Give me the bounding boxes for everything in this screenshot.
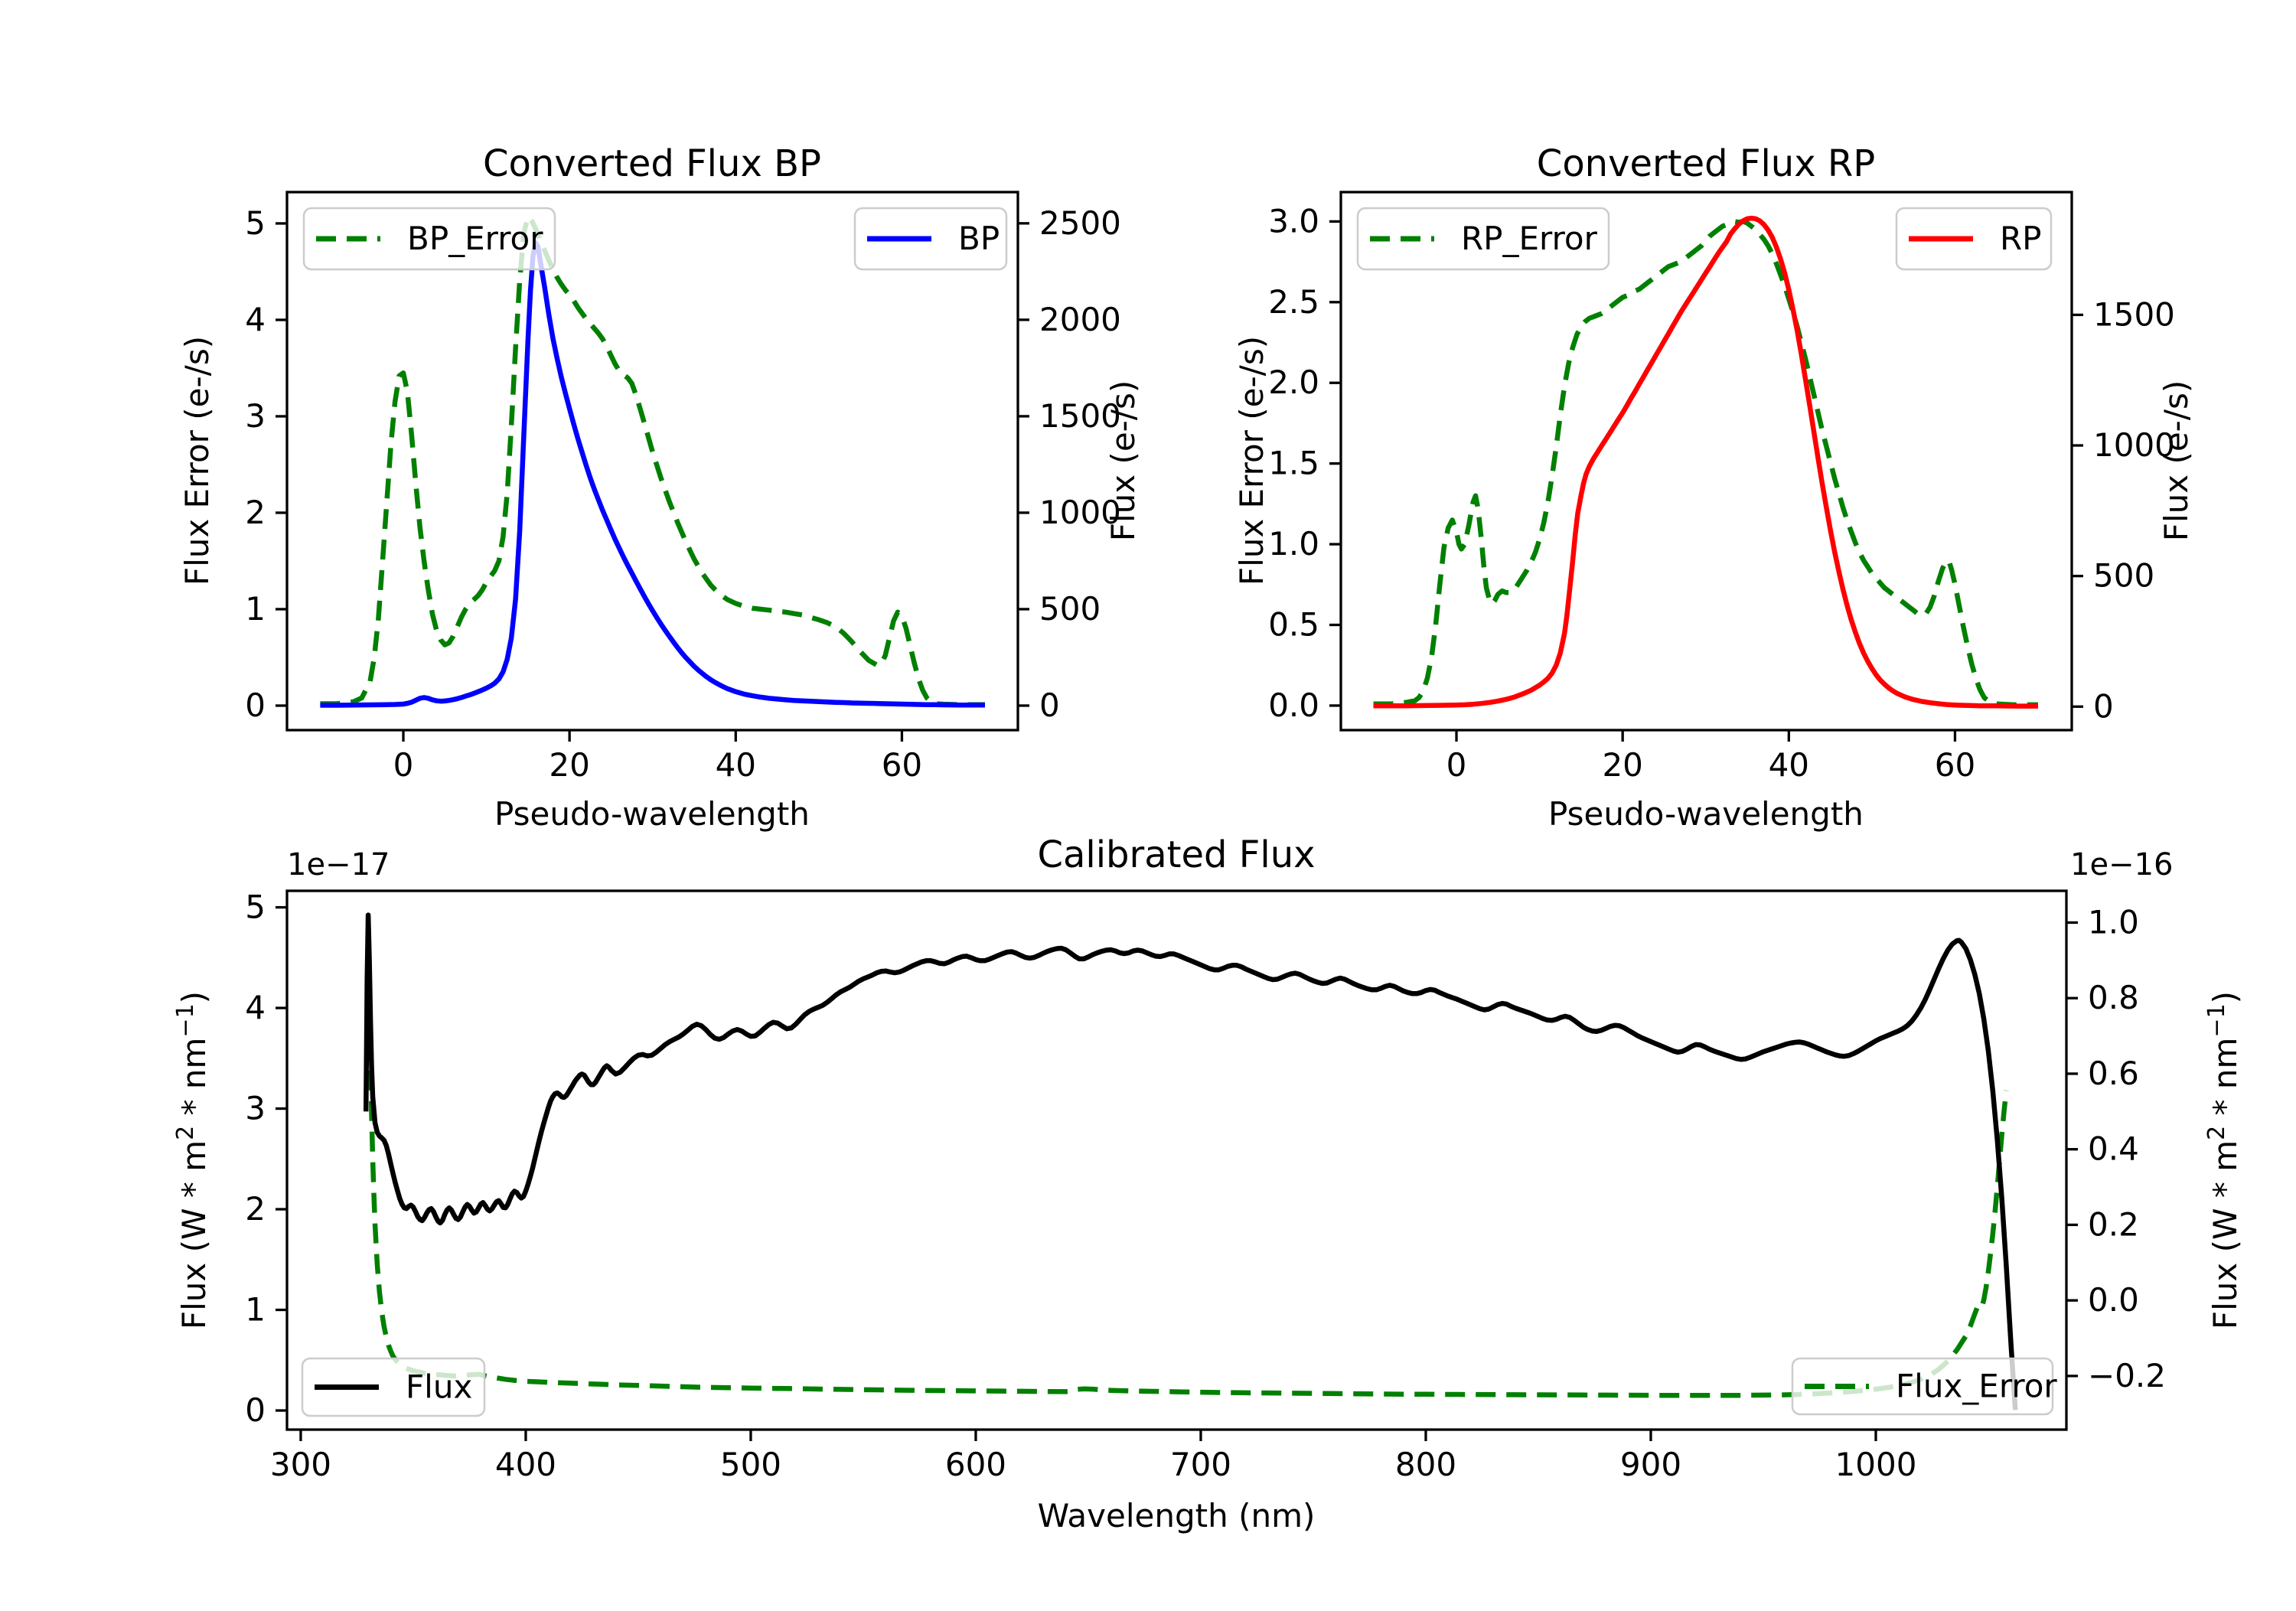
subplot-bp: 0 20 40 60 0 1 2 3 4 5 0 500 1000 1500 2000 2500 BP_Erro… <box>245 191 1121 784</box>
left-tick-label: 2 <box>245 1190 266 1228</box>
subplot-calibrated: 300 400 500 600 700 800 900 1000 0 1 2 3 4 5 1.0 0.8 0.6… <box>245 889 2166 1483</box>
legend-box <box>1356 207 1610 271</box>
x-tick-label: 60 <box>882 746 922 784</box>
x-tick-label: 300 <box>270 1446 331 1483</box>
x-tick-label: 400 <box>495 1446 556 1483</box>
cal-right-ylabel: Flux (W * m2 * nm−1) <box>2203 991 2244 1329</box>
x-tick-label: 0 <box>1446 746 1467 784</box>
right-tick-label: 0.4 <box>2088 1130 2139 1168</box>
subplot-cal-title: Calibrated Flux <box>1037 833 1315 876</box>
legend-flux: Flux <box>301 1357 486 1417</box>
right-tick-label: 1000 <box>1039 494 1121 531</box>
x-tick-label: 0 <box>393 746 414 784</box>
legend-label: Flux_Error <box>1896 1368 2057 1405</box>
axes-spines <box>285 191 1019 732</box>
cal-left-offset-text: 1e−17 <box>287 847 390 882</box>
legend-flux_error: Flux_Error <box>1791 1357 2057 1416</box>
legend-box <box>301 1357 486 1417</box>
left-tick-label: 1 <box>245 590 266 628</box>
right-tick-label: 0.2 <box>2088 1205 2139 1243</box>
x-tick-label: 1000 <box>1835 1446 1917 1483</box>
legend-label: Flux <box>406 1368 472 1406</box>
plots-root: 0 20 40 6001234505001000150020002500BP_Erro… <box>245 191 2175 1483</box>
right-tick-label: −0.2 <box>2088 1357 2166 1394</box>
legend-label: RP_Error <box>1461 220 1598 257</box>
subplot-rp: 0 20 40 60 0.0 0.5 1.0 1.5 2.0 2.5 3.0 0 500 1000 1500… <box>1268 191 2175 784</box>
rp-left-ylabel: Flux Error (e-/s) <box>1233 336 1270 585</box>
subplot-rp-title: Converted Flux RP <box>1537 142 1875 185</box>
series-flux <box>363 912 2018 1410</box>
left-tick-label: 4 <box>245 301 266 338</box>
x-tick-label: 40 <box>716 746 756 784</box>
series-rp <box>1373 215 2038 709</box>
series-rp_error <box>1373 219 2038 708</box>
legend-rp_error: RP_Error <box>1356 207 1610 271</box>
right-tick-label: 0.0 <box>2088 1281 2139 1319</box>
right-tick-label: 0 <box>2093 687 2114 725</box>
left-tick-label: 1.0 <box>1268 525 1319 563</box>
right-tick-label: 2000 <box>1039 301 1121 338</box>
x-tick-label: 40 <box>1769 746 1809 784</box>
right-tick-label: 0.6 <box>2088 1055 2139 1092</box>
legend-box <box>1791 1357 2054 1416</box>
rp-xlabel: Pseudo-wavelength <box>1548 795 1864 833</box>
right-tick-label: 0 <box>1039 686 1060 724</box>
right-tick-label: 1.0 <box>2088 903 2139 941</box>
left-tick-label: 5 <box>245 204 266 242</box>
right-tick-label: 500 <box>2093 557 2154 595</box>
bp-xlabel: Pseudo-wavelength <box>494 795 810 833</box>
x-tick-label: 800 <box>1395 1446 1456 1483</box>
legend-label: BP <box>958 220 1000 257</box>
right-tick-label: 500 <box>1039 590 1101 628</box>
x-tick-label: 20 <box>1602 746 1642 784</box>
right-tick-label: 1500 <box>2093 295 2175 333</box>
x-tick-label: 600 <box>945 1446 1006 1483</box>
right-tick-label: 0.8 <box>2088 979 2139 1016</box>
cal-right-offset-text: 1e−16 <box>2070 847 2173 882</box>
series-bp <box>320 240 985 708</box>
left-tick-label: 3.0 <box>1268 202 1319 240</box>
axes-spines <box>285 889 2068 1431</box>
left-tick-label: 0.5 <box>1268 606 1319 644</box>
left-tick-label: 5 <box>245 889 266 926</box>
legend-label: RP <box>2000 220 2042 257</box>
axes-spines <box>1339 191 2073 732</box>
x-tick-label: 900 <box>1620 1446 1681 1483</box>
left-tick-label: 1.5 <box>1268 445 1319 482</box>
legend-bp: BP <box>853 207 1008 271</box>
left-tick-label: 2 <box>245 494 266 531</box>
x-tick-label: 20 <box>549 746 589 784</box>
legend-label: BP_Error <box>407 220 543 257</box>
legend-bp_error: BP_Error <box>302 207 556 271</box>
rp-right-ylabel: Flux (e-/s) <box>2157 380 2195 541</box>
x-tick-label: 60 <box>1935 746 1975 784</box>
subplot-bp-title: Converted Flux BP <box>483 142 821 185</box>
bp-left-ylabel: Flux Error (e-/s) <box>178 336 216 585</box>
right-tick-label: 1500 <box>1039 397 1121 435</box>
cal-xlabel: Wavelength (nm) <box>1038 1497 1316 1534</box>
legend-box <box>1895 207 2053 271</box>
series-flux_error <box>365 917 2009 1398</box>
bp-right-ylabel: Flux (e-/s) <box>1104 380 1142 541</box>
legend-box <box>302 207 556 271</box>
right-tick-label: 1000 <box>2093 426 2175 464</box>
left-tick-label: 3 <box>245 397 266 435</box>
cal-left-ylabel: Flux (W * m2 * nm−1) <box>172 991 213 1329</box>
legend-rp: RP <box>1895 207 2053 271</box>
left-tick-label: 2.0 <box>1268 364 1319 401</box>
left-tick-label: 0.0 <box>1268 686 1319 724</box>
left-tick-label: 0 <box>245 1391 266 1429</box>
left-tick-label: 0 <box>245 686 266 724</box>
left-tick-label: 2.5 <box>1268 283 1319 321</box>
left-tick-label: 3 <box>245 1090 266 1127</box>
left-tick-label: 4 <box>245 989 266 1026</box>
x-tick-label: 700 <box>1170 1446 1231 1483</box>
right-tick-label: 2500 <box>1039 204 1121 242</box>
series-bp_error <box>320 214 985 707</box>
left-tick-label: 1 <box>245 1291 266 1329</box>
x-tick-label: 500 <box>720 1446 781 1483</box>
